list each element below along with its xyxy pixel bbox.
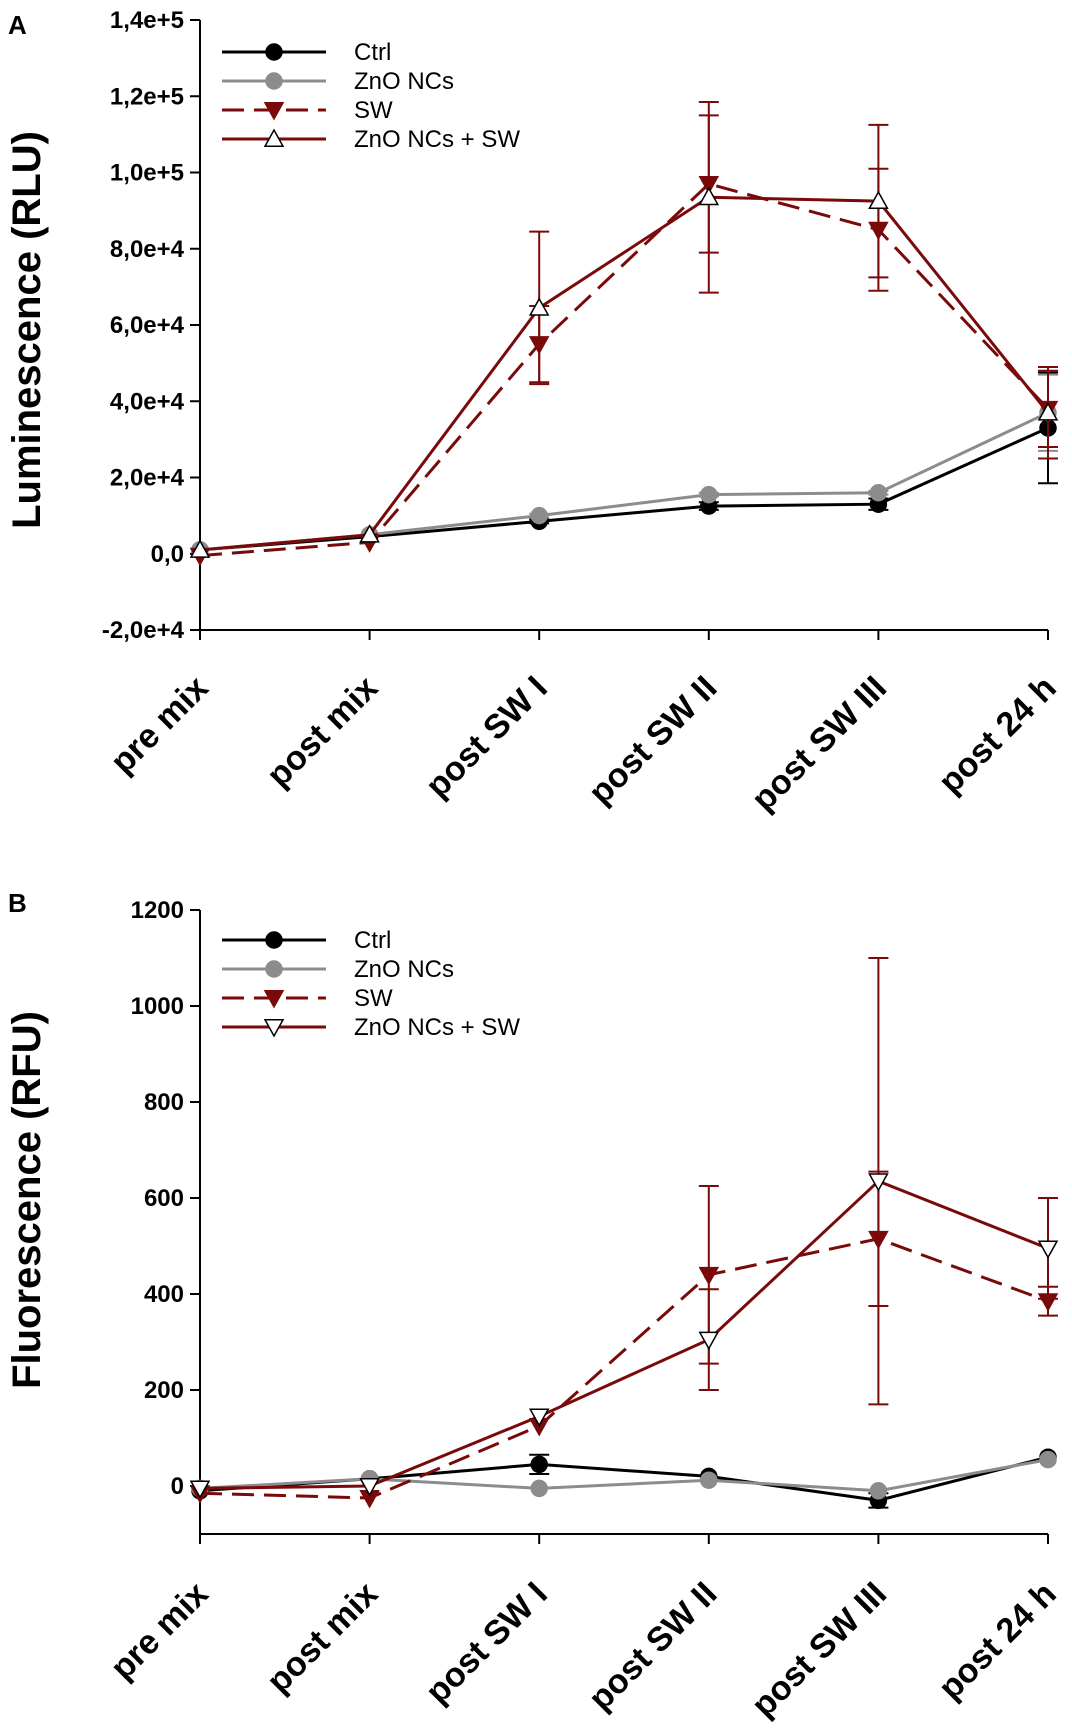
data-point [698,1331,720,1351]
y-tick-label: 1000 [131,993,184,1020]
data-point [700,485,718,504]
legend-label: Ctrl [354,39,391,66]
legend-marker [265,960,283,978]
data-point [528,297,550,316]
data-point [528,1408,550,1427]
y-axis-title: Luminescence (RLU) [5,131,49,529]
data-point [530,506,548,525]
data-point [868,190,889,210]
data-point [189,539,211,558]
y-tick-label: 2,0e+4 [110,465,185,492]
y-tick-label: 200 [144,1377,184,1404]
legend-marker [265,72,283,90]
y-tick-label: 0,0 [151,541,184,568]
data-point [1039,1450,1057,1469]
y-tick-label: 6,0e+4 [110,312,185,339]
series-line [199,195,1050,552]
data-point [869,1482,888,1500]
legend-label: SW [354,97,393,124]
series-line [199,411,1049,552]
series-sw [189,1170,1059,1509]
y-axis-title: Fluorescence (RFU) [5,1011,49,1389]
series-sw [189,114,1059,567]
panel-a: -2,0e+4 0,0 2,0e+4 4,0e+4 6,0e+4 8,0e+4 1,0e+5… [5,7,1064,819]
data-point [359,1478,380,1497]
legend-label: ZnO NCs + SW [354,1014,520,1041]
series-zno-ncs-sw [189,100,1059,558]
series-line [199,426,1049,552]
y-tick-label: 800 [144,1089,184,1116]
series-line [199,1237,1049,1500]
legend-marker [263,1019,285,1038]
data-point [530,1479,548,1498]
series-line [199,1455,1049,1502]
y-tick-label: 4,0e+4 [110,388,185,415]
x-tick-label: post SW II [581,1575,724,1718]
y-tick-label: 1,4e+5 [110,7,184,34]
data-point [359,524,380,543]
y-tick-label: 1200 [131,897,184,924]
legend-label: ZnO NCs [354,956,454,983]
data-point [698,1266,720,1286]
series-ctrl [191,1448,1057,1510]
legend-marker [265,931,283,949]
panel-b: 0 200 400 600 800 1000 1200 pre mix post mix post… [5,897,1064,1725]
data-point [698,186,720,206]
data-point [530,1455,548,1474]
y-tick-label: 1,2e+5 [110,83,184,110]
y-tick-label: 400 [144,1281,184,1308]
series-line [199,1179,1049,1490]
y-tick-label: 0 [171,1473,184,1500]
data-point [869,484,888,502]
x-tick-label: post mix [260,669,386,795]
y-tick-label: -2,0e+4 [102,617,185,644]
legend-marker [265,43,283,61]
y-tick-label: 8,0e+4 [110,236,185,263]
legend-marker [263,990,285,1009]
legend-marker [263,128,285,147]
data-point [1037,402,1059,421]
y-tick-label: 600 [144,1185,184,1212]
x-tick-label: post 24 h [931,669,1063,801]
legend-label: ZnO NCs + SW [354,126,520,153]
series-zno-ncs-sw [189,957,1059,1499]
x-tick-label: post mix [260,1575,386,1701]
data-point [189,1480,211,1499]
x-tick-label: post SW II [581,669,724,812]
x-tick-label: pre mix [103,1575,215,1687]
series-zno-ncs [191,373,1058,559]
data-point [868,1173,889,1192]
series-line [199,182,1050,558]
x-tick-label: post SW III [744,1575,894,1725]
series-zno-ncs [191,1450,1057,1500]
legend-marker [263,102,285,121]
panel-letter-a: A [8,10,27,40]
x-tick-label: pre mix [103,669,215,781]
data-point [700,1471,718,1489]
data-point [1037,1240,1059,1259]
legend-label: Ctrl [354,927,391,954]
legend-label: ZnO NCs [354,68,454,95]
series-ctrl [191,371,1058,559]
legend-label: SW [354,985,393,1012]
panel-letter-b: B [8,888,27,918]
x-tick-label: post SW I [418,1575,554,1711]
series-line [199,1458,1049,1493]
y-tick-label: 1,0e+5 [110,160,184,187]
x-tick-label: post 24 h [931,1575,1063,1707]
x-tick-label: post SW I [418,669,554,805]
x-tick-label: post SW III [744,669,894,819]
